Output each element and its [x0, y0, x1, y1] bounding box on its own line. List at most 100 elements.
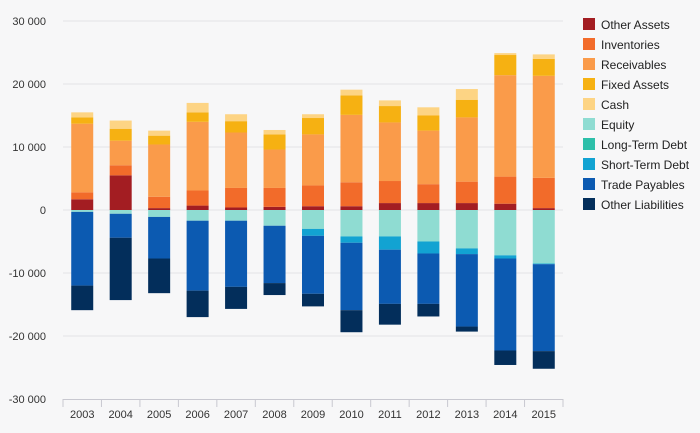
bar-receivables-2013[interactable] [455, 117, 478, 182]
bar-other-assets-2015[interactable] [532, 208, 555, 210]
bar-inventories-2004[interactable] [109, 165, 132, 176]
bar-trade-payables-2005[interactable] [148, 216, 171, 259]
bar-other-assets-2007[interactable] [225, 207, 248, 210]
bar-trade-payables-2003[interactable] [71, 211, 94, 286]
bar-receivables-2015[interactable] [532, 75, 555, 178]
legend-item-cash[interactable]: Cash [583, 98, 629, 112]
bar-inventories-2009[interactable] [302, 185, 324, 207]
bar-receivables-2009[interactable] [302, 134, 324, 186]
bar-receivables-2011[interactable] [378, 122, 401, 182]
bar-cash-2005[interactable] [148, 130, 171, 136]
bar-equity-2003[interactable] [71, 210, 94, 212]
bar-other-liabilities-2011[interactable] [378, 303, 401, 325]
bar-receivables-2008[interactable] [263, 149, 286, 188]
bar-other-liabilities-2006[interactable] [186, 290, 209, 318]
bar-other-liabilities-2004[interactable] [109, 237, 132, 301]
legend-item-long-term-debt[interactable]: Long-Term Debt [583, 138, 688, 152]
bar-other-assets-2012[interactable] [417, 203, 440, 210]
legend-item-trade-payables[interactable]: Trade Payables [583, 178, 685, 192]
bar-short-term-debt-2015[interactable] [532, 263, 555, 265]
bar-other-assets-2005[interactable] [148, 208, 171, 210]
bar-short-term-debt-2012[interactable] [417, 241, 440, 254]
bar-fixed-assets-2003[interactable] [71, 117, 94, 124]
bar-equity-2010[interactable] [340, 210, 363, 237]
bar-receivables-2012[interactable] [417, 130, 440, 185]
bar-receivables-2006[interactable] [186, 121, 209, 191]
bar-fixed-assets-2005[interactable] [148, 135, 171, 145]
bar-short-term-debt-2014[interactable] [494, 255, 517, 259]
bar-other-liabilities-2003[interactable] [71, 285, 94, 311]
bar-equity-2013[interactable] [455, 210, 478, 249]
bar-receivables-2007[interactable] [225, 132, 248, 188]
bar-trade-payables-2008[interactable] [263, 225, 286, 284]
bar-other-assets-2006[interactable] [186, 205, 209, 210]
bar-short-term-debt-2009[interactable] [302, 228, 324, 236]
bar-receivables-2014[interactable] [494, 75, 517, 177]
bar-cash-2006[interactable] [186, 102, 209, 113]
legend-item-other-liabilities[interactable]: Other Liabilities [583, 198, 684, 212]
bar-other-liabilities-2012[interactable] [417, 303, 440, 317]
bar-equity-2011[interactable] [378, 210, 401, 237]
bar-short-term-debt-2011[interactable] [378, 236, 401, 250]
bar-equity-2007[interactable] [225, 210, 248, 221]
legend-item-equity[interactable]: Equity [583, 118, 634, 132]
bar-cash-2013[interactable] [455, 89, 478, 100]
bar-inventories-2008[interactable] [263, 187, 286, 207]
bar-equity-2006[interactable] [186, 210, 209, 221]
bar-equity-2005[interactable] [148, 210, 171, 217]
bar-inventories-2011[interactable] [378, 181, 401, 204]
bar-other-liabilities-2014[interactable] [494, 350, 517, 365]
bar-inventories-2005[interactable] [148, 196, 171, 209]
bar-equity-2008[interactable] [263, 210, 286, 226]
bar-cash-2014[interactable] [494, 53, 517, 56]
bar-trade-payables-2014[interactable] [494, 258, 517, 351]
bar-cash-2011[interactable] [378, 100, 401, 107]
bar-fixed-assets-2012[interactable] [417, 115, 440, 131]
bar-equity-2014[interactable] [494, 210, 517, 256]
bar-short-term-debt-2010[interactable] [340, 236, 363, 243]
bar-trade-payables-2015[interactable] [532, 264, 555, 352]
bar-fixed-assets-2007[interactable] [225, 121, 248, 133]
bar-fixed-assets-2011[interactable] [378, 106, 401, 123]
bar-trade-payables-2012[interactable] [417, 253, 440, 304]
bar-inventories-2012[interactable] [417, 184, 440, 204]
bar-equity-2012[interactable] [417, 210, 440, 242]
bar-cash-2012[interactable] [417, 107, 440, 116]
bar-inventories-2010[interactable] [340, 182, 363, 207]
bar-inventories-2015[interactable] [532, 177, 555, 209]
bar-other-liabilities-2008[interactable] [263, 283, 286, 296]
bar-cash-2010[interactable] [340, 89, 363, 96]
bar-inventories-2006[interactable] [186, 190, 209, 206]
bar-other-assets-2004[interactable] [109, 175, 132, 210]
bar-cash-2009[interactable] [302, 114, 324, 119]
bar-cash-2015[interactable] [532, 54, 555, 59]
bar-fixed-assets-2010[interactable] [340, 95, 363, 115]
bar-other-assets-2008[interactable] [263, 206, 286, 210]
bar-receivables-2005[interactable] [148, 144, 171, 197]
bar-other-assets-2009[interactable] [302, 206, 324, 210]
bar-other-liabilities-2013[interactable] [455, 326, 478, 332]
legend-item-short-term-debt[interactable]: Short-Term Debt [583, 158, 690, 172]
legend-item-receivables[interactable]: Receivables [583, 58, 666, 72]
bar-fixed-assets-2006[interactable] [186, 112, 209, 122]
bar-trade-payables-2010[interactable] [340, 242, 363, 311]
bar-fixed-assets-2015[interactable] [532, 58, 555, 76]
bar-fixed-assets-2009[interactable] [302, 118, 324, 135]
bar-inventories-2007[interactable] [225, 187, 248, 208]
bar-trade-payables-2011[interactable] [378, 249, 401, 304]
bar-cash-2008[interactable] [263, 129, 286, 135]
bar-receivables-2003[interactable] [71, 123, 94, 193]
legend-item-inventories[interactable]: Inventories [583, 38, 660, 52]
bar-other-liabilities-2007[interactable] [225, 286, 248, 309]
bar-other-liabilities-2005[interactable] [148, 258, 171, 294]
bar-other-assets-2003[interactable] [71, 199, 94, 210]
bar-other-assets-2013[interactable] [455, 203, 478, 210]
bar-fixed-assets-2014[interactable] [494, 55, 517, 76]
bar-cash-2003[interactable] [71, 112, 94, 118]
bar-trade-payables-2009[interactable] [302, 235, 324, 294]
bar-trade-payables-2013[interactable] [455, 254, 478, 327]
legend-item-other-assets[interactable]: Other Assets [583, 18, 670, 32]
bar-fixed-assets-2004[interactable] [109, 128, 132, 141]
bar-short-term-debt-2013[interactable] [455, 248, 478, 255]
legend-item-fixed-assets[interactable]: Fixed Assets [583, 78, 669, 92]
